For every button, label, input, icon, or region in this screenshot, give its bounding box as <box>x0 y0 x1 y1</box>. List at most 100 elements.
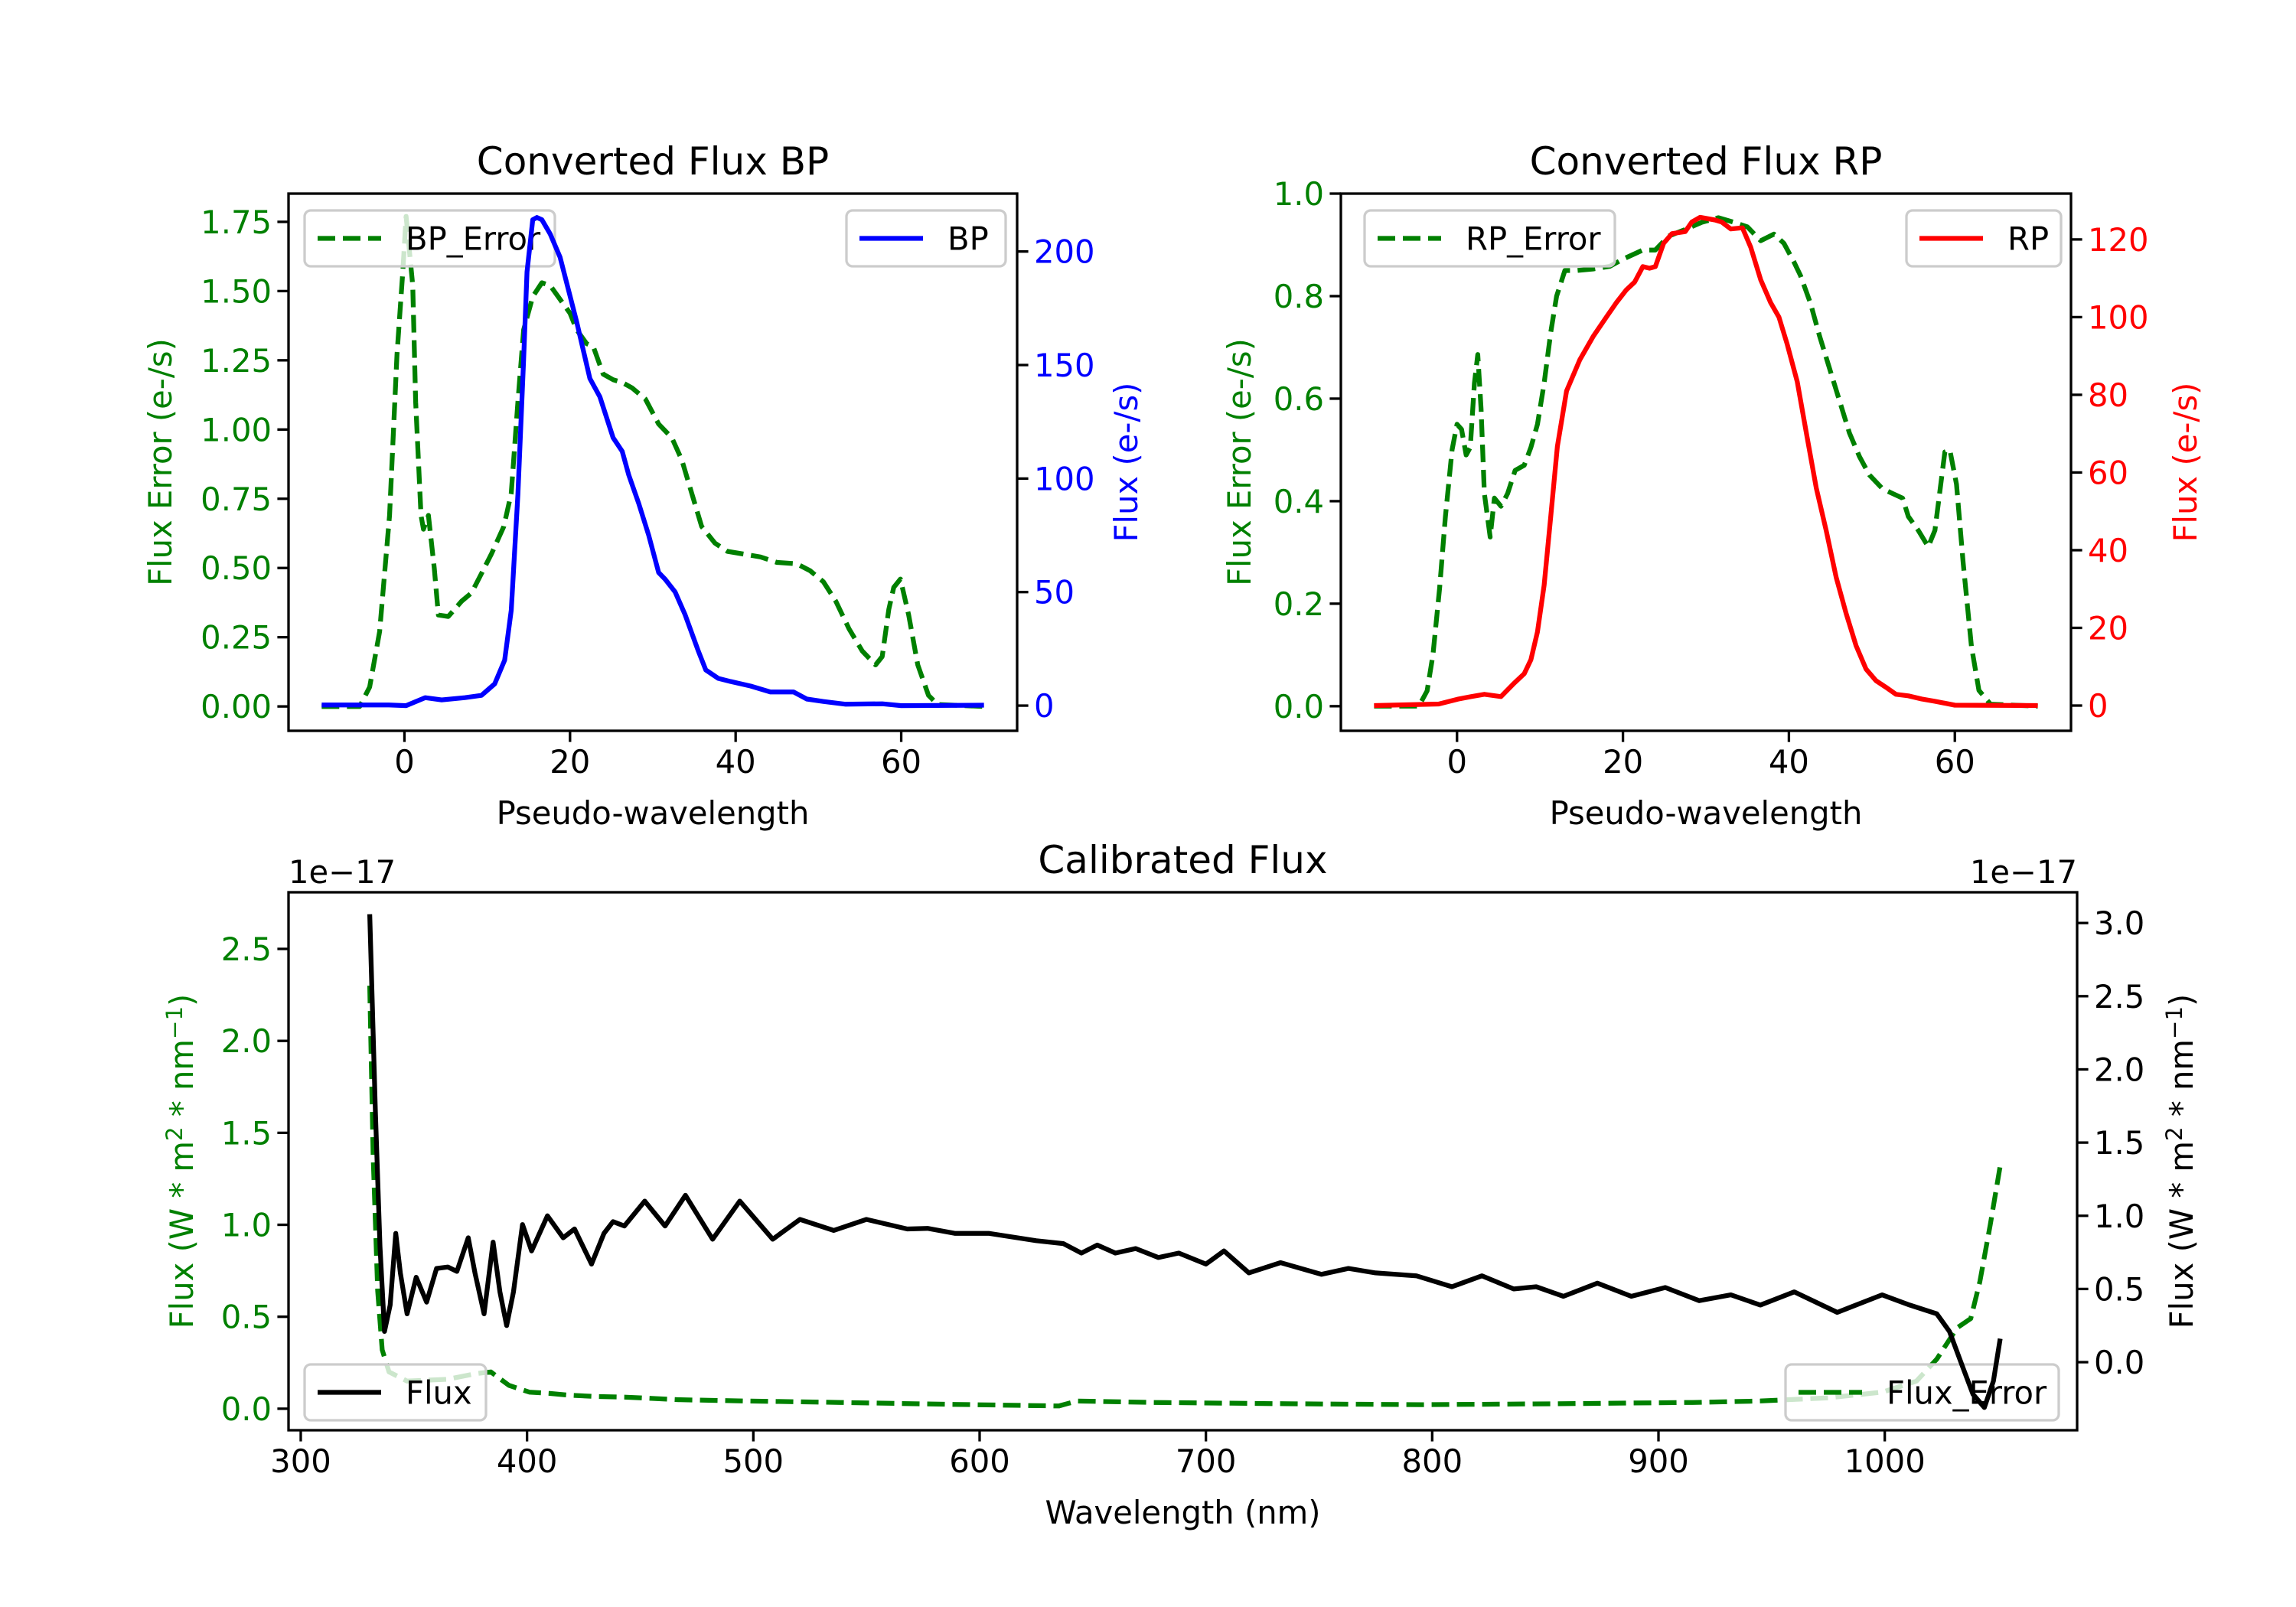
legend-frame <box>1784 1363 2060 1422</box>
axes-frame <box>287 891 2079 1432</box>
x-tick-label: 1000 <box>1844 1442 1926 1480</box>
ylabel-part: * nm <box>163 1039 201 1126</box>
legend-label: Flux <box>406 1374 472 1412</box>
ylabel-part: Flux (W * m <box>163 1141 201 1328</box>
legend-label: BP <box>947 220 989 258</box>
x-tick-label: 500 <box>723 1442 784 1480</box>
y-left-axis-label: Flux (W * m2 * nm−1) <box>161 994 201 1329</box>
ylabel-part: −1 <box>2161 1006 2187 1039</box>
y-left-tick-label: 2.0 <box>221 1022 272 1060</box>
x-tick-label: 400 <box>497 1442 558 1480</box>
axes-frame <box>287 192 1019 732</box>
y-right-axis-label: Flux (W * m2 * nm−1) <box>2161 994 2200 1329</box>
y-right-tick-label: 3.0 <box>2094 905 2144 942</box>
chart-2: RP_Error RP 0 20 40 60 0.0 0.2 0.4 0.6 0.8 1.0 0 20 40… <box>1221 139 2204 832</box>
x-tick-label: 800 <box>1402 1442 1463 1480</box>
y-left-tick-label: 1.25 <box>201 342 272 380</box>
legend-label: RP_Error <box>1466 220 1601 258</box>
x-tick-label: 40 <box>716 743 756 781</box>
ylabel-part: ) <box>2163 994 2200 1006</box>
y-right-offset-text: 1e−17 <box>1970 853 2077 891</box>
y-right-tick-label: 20 <box>2088 609 2128 647</box>
y-right-tick-label: 150 <box>1034 347 1095 384</box>
legend-frame <box>303 1363 488 1422</box>
y-right-tick-label: 0 <box>1034 687 1055 725</box>
y-right-tick-label: 50 <box>1034 574 1075 611</box>
y-right-axis-label: Flux (e-/s) <box>2167 383 2204 543</box>
x-tick-label: 20 <box>1603 743 1643 781</box>
y-left-tick-label: 1.0 <box>221 1207 272 1244</box>
x-tick-label: 60 <box>1935 743 1975 781</box>
x-axis-label: Pseudo-wavelength <box>497 794 810 832</box>
y-left-tick-label: 0.00 <box>201 688 272 725</box>
y-right-tick-label: 60 <box>2088 454 2128 491</box>
legend-flux: Flux <box>303 1363 488 1422</box>
x-tick-label: 700 <box>1176 1442 1237 1480</box>
y-right-tick-label: 100 <box>2088 298 2149 336</box>
y-left-tick-label: 1.0 <box>1274 175 1324 213</box>
legend-label: RP <box>2007 220 2049 258</box>
series-line-bp <box>321 215 984 709</box>
ylabel-part: 2 <box>161 1126 188 1141</box>
x-tick-label: 600 <box>949 1442 1010 1480</box>
y-left-axis-label: Flux Error (e-/s) <box>142 338 179 586</box>
ylabel-part: ) <box>163 994 201 1006</box>
x-tick-label: 20 <box>550 743 590 781</box>
y-left-tick-label: 0.6 <box>1274 380 1324 418</box>
y-right-tick-label: 1.0 <box>2094 1198 2144 1235</box>
y-left-tick-label: 1.5 <box>221 1114 272 1152</box>
chart-title: Converted Flux RP <box>1530 139 1883 184</box>
y-right-tick-label: 1.5 <box>2094 1124 2144 1162</box>
y-right-tick-label: 2.5 <box>2094 978 2144 1015</box>
series-line-bp-error <box>321 214 984 709</box>
ylabel-part: −1 <box>161 1006 188 1039</box>
y-left-offset-text: 1e−17 <box>289 853 396 891</box>
y-right-tick-label: 40 <box>2088 532 2128 569</box>
series-line-rp <box>1374 214 2038 709</box>
legend-rp: RP <box>1905 209 2063 268</box>
y-left-tick-label: 0.75 <box>201 481 272 518</box>
legend-label: BP_Error <box>406 220 541 258</box>
y-right-tick-label: 120 <box>2088 221 2149 259</box>
y-left-tick-label: 1.50 <box>201 272 272 310</box>
series-line-flux <box>367 914 2003 1410</box>
chart-title: Calibrated Flux <box>1038 838 1327 882</box>
x-tick-label: 900 <box>1628 1442 1689 1480</box>
y-right-tick-label: 100 <box>1034 460 1095 497</box>
y-left-tick-label: 0.2 <box>1274 585 1324 623</box>
legend-frame <box>303 209 556 268</box>
y-left-tick-label: 0.50 <box>201 549 272 587</box>
legend-flux-error: Flux_Error <box>1784 1363 2060 1422</box>
legend-frame <box>1905 209 2063 268</box>
ylabel-part: 2 <box>2161 1126 2187 1141</box>
legend-rp-error: RP_Error <box>1363 209 1616 268</box>
x-tick-label: 0 <box>1447 743 1468 781</box>
x-tick-label: 40 <box>1769 743 1809 781</box>
y-right-tick-label: 0 <box>2088 687 2108 725</box>
x-tick-label: 60 <box>881 743 921 781</box>
y-right-tick-label: 80 <box>2088 376 2128 414</box>
y-right-tick-label: 2.0 <box>2094 1051 2144 1088</box>
y-left-tick-label: 1.00 <box>201 411 272 448</box>
y-left-axis-label: Flux Error (e-/s) <box>1221 338 1258 586</box>
y-left-tick-label: 0.5 <box>221 1299 272 1336</box>
ylabel-part: Flux (W * m <box>2163 1141 2200 1328</box>
y-left-tick-label: 0.4 <box>1274 483 1324 520</box>
y-right-tick-label: 0.5 <box>2094 1270 2144 1308</box>
y-right-tick-label: 200 <box>1034 233 1095 271</box>
y-left-tick-label: 0.0 <box>1274 688 1324 725</box>
chart-3: Flux Flux_Error 300 400 500 600 700 800 900 1000 0… <box>161 838 2200 1531</box>
legend-bp: BP <box>845 209 1007 268</box>
legend-bp-error: BP_Error <box>303 209 556 268</box>
ylabel-part: * nm <box>2163 1039 2200 1126</box>
y-left-tick-label: 0.8 <box>1274 278 1324 315</box>
x-tick-label: 0 <box>394 743 415 781</box>
x-axis-label: Wavelength (nm) <box>1045 1494 1320 1531</box>
chart-1: BP_Error BP 0 20 40 60 0.00 0.25 0.50 0.75 1.00 1.2… <box>142 139 1145 832</box>
legend-frame <box>1363 209 1616 268</box>
x-tick-label: 300 <box>270 1442 331 1480</box>
y-right-axis-label: Flux (e-/s) <box>1107 383 1145 543</box>
y-left-tick-label: 2.5 <box>221 931 272 968</box>
y-left-tick-label: 1.75 <box>201 204 272 241</box>
